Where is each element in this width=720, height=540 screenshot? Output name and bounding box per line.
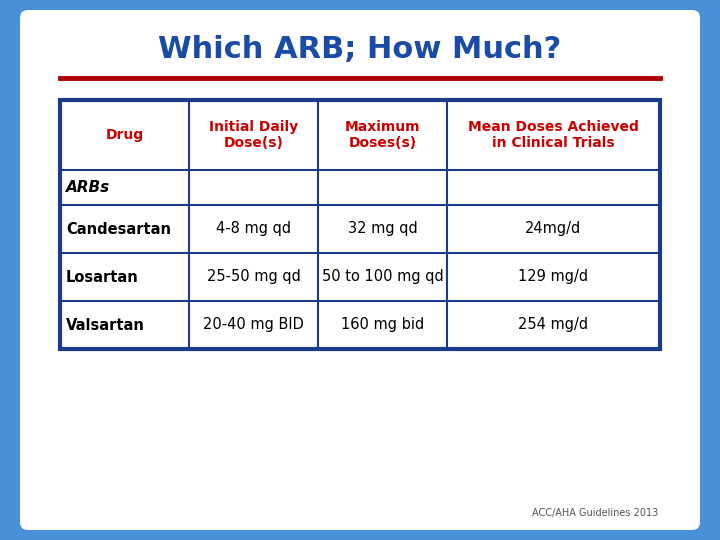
Text: Initial Daily
Dose(s): Initial Daily Dose(s) [209, 120, 298, 150]
Text: ARBs: ARBs [66, 180, 110, 195]
Text: 254 mg/d: 254 mg/d [518, 318, 588, 333]
Text: 32 mg qd: 32 mg qd [348, 221, 418, 237]
Text: Losartan: Losartan [66, 269, 139, 285]
Text: 50 to 100 mg qd: 50 to 100 mg qd [322, 269, 444, 285]
Text: 160 mg bid: 160 mg bid [341, 318, 424, 333]
Text: Which ARB; How Much?: Which ARB; How Much? [158, 36, 562, 64]
Text: Mean Doses Achieved
in Clinical Trials: Mean Doses Achieved in Clinical Trials [468, 120, 639, 150]
Text: 24mg/d: 24mg/d [526, 221, 582, 237]
Text: Maximum
Doses(s): Maximum Doses(s) [345, 120, 420, 150]
Text: 25-50 mg qd: 25-50 mg qd [207, 269, 300, 285]
Text: 20-40 mg BID: 20-40 mg BID [203, 318, 304, 333]
FancyBboxPatch shape [20, 10, 700, 530]
Text: Valsartan: Valsartan [66, 318, 145, 333]
Text: Drug: Drug [105, 128, 143, 142]
Text: 129 mg/d: 129 mg/d [518, 269, 588, 285]
Text: 4-8 mg qd: 4-8 mg qd [216, 221, 291, 237]
Text: ACC/AHA Guidelines 2013: ACC/AHA Guidelines 2013 [532, 508, 658, 518]
Bar [60, 100, 660, 349]
Text: Candesartan: Candesartan [66, 221, 171, 237]
